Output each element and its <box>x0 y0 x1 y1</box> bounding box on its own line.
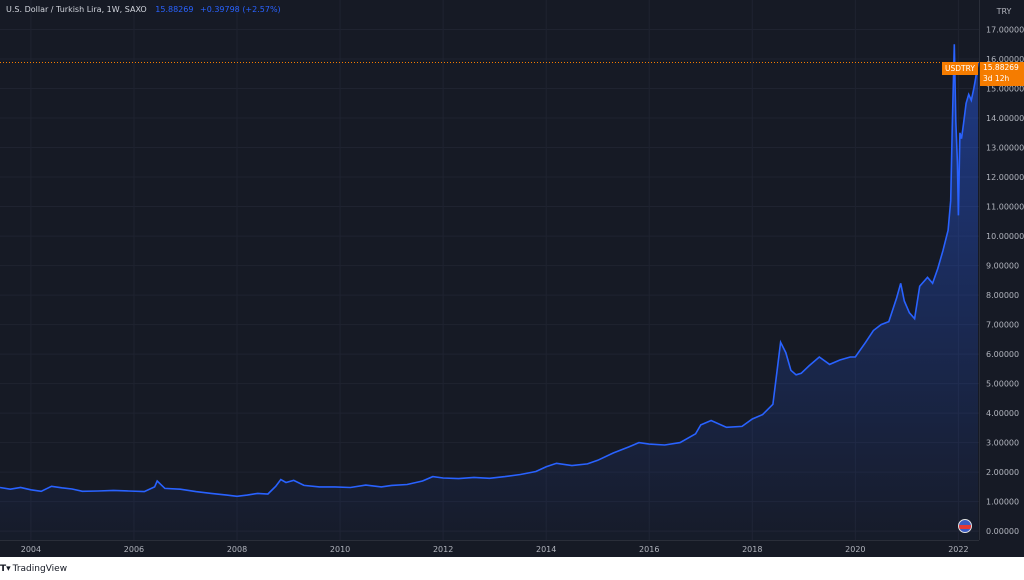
time-tick-label: 2004 <box>21 545 41 554</box>
symbol-badge: USDTRY <box>942 62 978 75</box>
time-tick-label: 2010 <box>330 545 350 554</box>
time-tick-label: 2006 <box>124 545 144 554</box>
price-tick-label: 14.00000 <box>986 114 1024 123</box>
price-tick-label: 8.00000 <box>986 291 1019 300</box>
series-line <box>0 44 979 498</box>
us-flag-icon[interactable] <box>958 519 972 533</box>
price-axis[interactable]: 0.00000 1.00000 2.00000 3.00000 4.00000 5.000… <box>979 0 1024 540</box>
legend-title: U.S. Dollar / Turkish Lira, 1W, SAXO <box>6 5 147 14</box>
price-tick-label: 12.00000 <box>986 173 1024 182</box>
price-tick-label: 13.00000 <box>986 144 1024 153</box>
price-tick-label: 11.00000 <box>986 203 1024 212</box>
price-tick-label: 0.00000 <box>986 527 1019 536</box>
grid-lines <box>0 0 979 540</box>
price-tick-label: 4.00000 <box>986 409 1019 418</box>
time-tick-label: 2012 <box>433 545 453 554</box>
footer <box>0 557 1024 580</box>
time-tick-label: 2020 <box>845 545 865 554</box>
price-badge-countdown: 3d 12h <box>983 74 1010 83</box>
price-tick-label: 2.00000 <box>986 468 1019 477</box>
price-chart[interactable] <box>0 0 979 540</box>
price-badge-value: 15.88269 <box>983 63 1019 72</box>
tv-mark: T▾ <box>0 564 11 574</box>
chart-legend: U.S. Dollar / Turkish Lira, 1W, SAXO 15.… <box>6 5 281 14</box>
time-tick-label: 2022 <box>948 545 968 554</box>
currency-label[interactable]: TRY <box>996 7 1012 16</box>
price-tick-label: 17.00000 <box>986 26 1024 35</box>
price-tick-label: 1.00000 <box>986 498 1019 507</box>
legend-change: +0.39798 (+2.57%) <box>199 5 281 14</box>
price-tick-label: 10.00000 <box>986 232 1024 241</box>
time-axis[interactable]: 2004 2006 2008 2010 2012 2014 2016 2018 2020 2022 <box>0 540 979 558</box>
price-tick-label: 3.00000 <box>986 439 1019 448</box>
time-tick-label: 2018 <box>742 545 762 554</box>
time-tick-label: 2016 <box>639 545 659 554</box>
price-tick-label: 16.00000 <box>986 55 1024 64</box>
chart-panel[interactable]: 0.00000 1.00000 2.00000 3.00000 4.00000 5.000… <box>0 0 1024 557</box>
price-tick-label: 6.00000 <box>986 350 1019 359</box>
price-tick-label: 7.00000 <box>986 321 1019 330</box>
flag-stripe <box>959 525 971 529</box>
brand-name: TradingView <box>12 564 68 574</box>
tradingview-logo-icon[interactable]: T▾ TradingView <box>0 564 67 574</box>
price-badge: 15.88269 3d 12h <box>980 62 1024 86</box>
price-tick-label: 5.00000 <box>986 380 1019 389</box>
price-tick-label: 15.00000 <box>986 85 1024 94</box>
time-tick-label: 2008 <box>227 545 247 554</box>
price-tick-label: 9.00000 <box>986 262 1019 271</box>
series-area <box>0 44 978 540</box>
time-tick-label: 2014 <box>536 545 556 554</box>
legend-last-value: 15.88269 <box>155 5 194 14</box>
